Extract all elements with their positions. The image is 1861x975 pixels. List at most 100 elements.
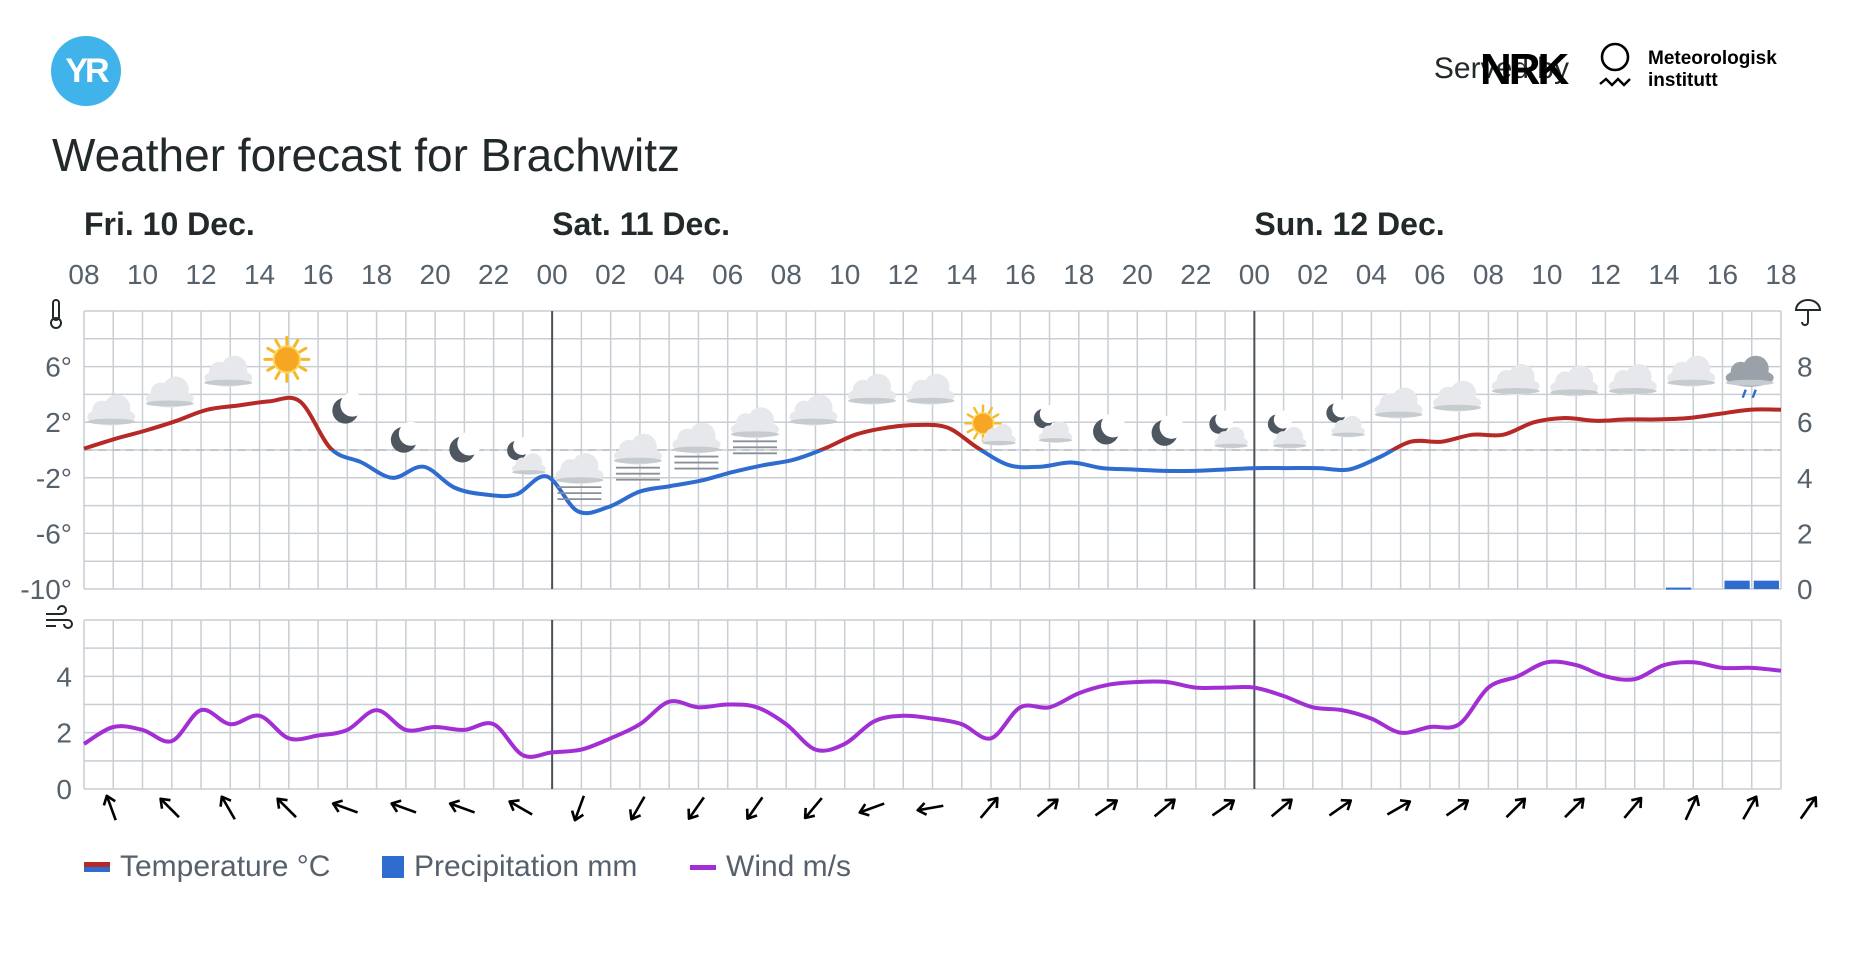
cloud-icon bbox=[847, 373, 896, 405]
wind-arrow-icon bbox=[1564, 797, 1585, 819]
served-by-label: Served by bbox=[1433, 52, 1569, 85]
wind-arrow-icon bbox=[1328, 798, 1353, 817]
cloud-icon bbox=[1608, 364, 1657, 396]
fog-cloud-icon bbox=[555, 453, 604, 501]
umbrella-icon bbox=[1794, 299, 1822, 326]
legend-temperature-label: Temperature °C bbox=[120, 850, 331, 883]
met-institute-logo-icon[interactable] bbox=[1598, 42, 1632, 94]
wind-swatch-icon bbox=[690, 864, 716, 870]
wind-arrow-icon bbox=[628, 796, 646, 821]
legend-precipitation[interactable]: Precipitation mm bbox=[382, 850, 637, 884]
hour-label: 00 bbox=[1239, 259, 1270, 290]
hour-label: 08 bbox=[771, 259, 802, 290]
wind-arrow-icon bbox=[1094, 798, 1119, 817]
hour-label: 22 bbox=[478, 259, 509, 290]
temperature-tick-label: -10° bbox=[20, 574, 72, 605]
moon-icon bbox=[1151, 414, 1184, 446]
precipitation-tick-label: 0 bbox=[1797, 574, 1813, 605]
yr-logo[interactable]: YR bbox=[51, 36, 121, 106]
cloud-icon bbox=[906, 373, 955, 405]
hour-label: 20 bbox=[420, 259, 451, 290]
wind-arrow-icon bbox=[331, 799, 358, 814]
hour-label: 18 bbox=[1765, 259, 1796, 290]
hour-label: 12 bbox=[185, 259, 216, 290]
wind-arrow-icon bbox=[276, 797, 297, 819]
hour-label: 10 bbox=[829, 259, 860, 290]
wind-line bbox=[82, 659, 1782, 759]
precipitation-tick-label: 6 bbox=[1797, 407, 1813, 438]
temperature-line-warm bbox=[83, 395, 1782, 450]
cloud-icon bbox=[1433, 380, 1482, 412]
wind-arrow-icon bbox=[570, 795, 586, 822]
wind-arrow-icon bbox=[745, 796, 764, 820]
fog-cloud-icon bbox=[730, 407, 779, 455]
cloud-icon bbox=[1667, 355, 1716, 387]
wind-arrow-icon bbox=[102, 794, 117, 821]
hour-label: 06 bbox=[1414, 259, 1445, 290]
hour-label: 12 bbox=[888, 259, 919, 290]
met-institute-name[interactable]: Meteorologisk institutt bbox=[1648, 48, 1808, 92]
legend-temperature[interactable]: Temperature °C bbox=[84, 850, 330, 884]
yr-logo-text: YR bbox=[65, 51, 109, 90]
cloud-icon bbox=[1374, 387, 1423, 419]
precipitation-tick-label: 8 bbox=[1797, 352, 1813, 383]
hour-label: 16 bbox=[1707, 259, 1738, 290]
wind-arrow-icon bbox=[1742, 795, 1759, 820]
wind-arrow-icon bbox=[390, 799, 417, 814]
moon-icon bbox=[1093, 413, 1126, 445]
rain-cloud-icon bbox=[1725, 355, 1774, 399]
wind-arrow-icon bbox=[1153, 798, 1176, 818]
wind-arrow-icon bbox=[858, 802, 885, 817]
moon-icon bbox=[332, 392, 365, 424]
precipitation-bar bbox=[1753, 580, 1779, 589]
hour-label: 04 bbox=[654, 259, 685, 290]
page-title: Weather forecast for Brachwitz bbox=[52, 129, 681, 181]
wind-arrow-icon bbox=[1036, 798, 1059, 818]
precipitation-bar bbox=[1665, 587, 1692, 590]
day-labels: Fri. 10 Dec. Sat. 11 Dec. Sun. 12 Dec. bbox=[84, 206, 1445, 789]
fog-cloud-icon bbox=[613, 433, 662, 481]
temperature-tick-label: -6° bbox=[36, 518, 72, 549]
hour-label: 04 bbox=[1356, 259, 1387, 290]
temperature-line bbox=[83, 395, 1782, 516]
hour-label: 06 bbox=[712, 259, 743, 290]
hour-label: 14 bbox=[946, 259, 977, 290]
wind-tick-label: 2 bbox=[56, 718, 72, 749]
wind-icon bbox=[46, 605, 73, 629]
hour-label: 00 bbox=[537, 259, 568, 290]
fog-cloud-icon bbox=[672, 422, 721, 470]
sun-icon bbox=[263, 335, 311, 383]
moon-icon bbox=[390, 421, 423, 453]
temperature-swatch-icon bbox=[84, 862, 110, 872]
hour-label: 12 bbox=[1590, 259, 1621, 290]
day-label: Sat. 11 Dec. bbox=[552, 206, 730, 242]
wind-arrow-icon bbox=[1386, 799, 1412, 816]
wind-tick-label: 0 bbox=[56, 774, 72, 805]
hour-label: 10 bbox=[1531, 259, 1562, 290]
temperature-tick-label: 2° bbox=[45, 407, 72, 438]
hour-label: 18 bbox=[361, 259, 392, 290]
wind-arrow-icon bbox=[803, 797, 823, 820]
wind-arrow-icon bbox=[1684, 794, 1701, 821]
hour-label: 14 bbox=[1648, 259, 1679, 290]
hour-label: 02 bbox=[1297, 259, 1328, 290]
nrk-logo[interactable]: NRK bbox=[1480, 45, 1569, 94]
moon-cloud-icon bbox=[507, 436, 546, 475]
moon-cloud-icon bbox=[1033, 405, 1073, 444]
wind-tick-label: 4 bbox=[56, 661, 72, 692]
hour-label: 08 bbox=[1473, 259, 1504, 290]
hour-label: 08 bbox=[68, 259, 99, 290]
cloud-icon bbox=[87, 394, 136, 426]
legend-precipitation-label: Precipitation mm bbox=[414, 850, 638, 883]
temperature-line-cold bbox=[84, 450, 1397, 516]
hour-label: 14 bbox=[244, 259, 275, 290]
hour-label: 10 bbox=[127, 259, 158, 290]
wind-arrow-icon bbox=[448, 799, 476, 814]
legend-wind[interactable]: Wind m/s bbox=[690, 850, 851, 884]
wind-arrow-icon bbox=[219, 795, 236, 820]
hour-label: 16 bbox=[1005, 259, 1036, 290]
legend-wind-label: Wind m/s bbox=[726, 850, 852, 883]
wind-arrow-icon bbox=[916, 802, 944, 816]
hour-label: 22 bbox=[1180, 259, 1211, 290]
wind-arrow-icon bbox=[1505, 797, 1527, 819]
